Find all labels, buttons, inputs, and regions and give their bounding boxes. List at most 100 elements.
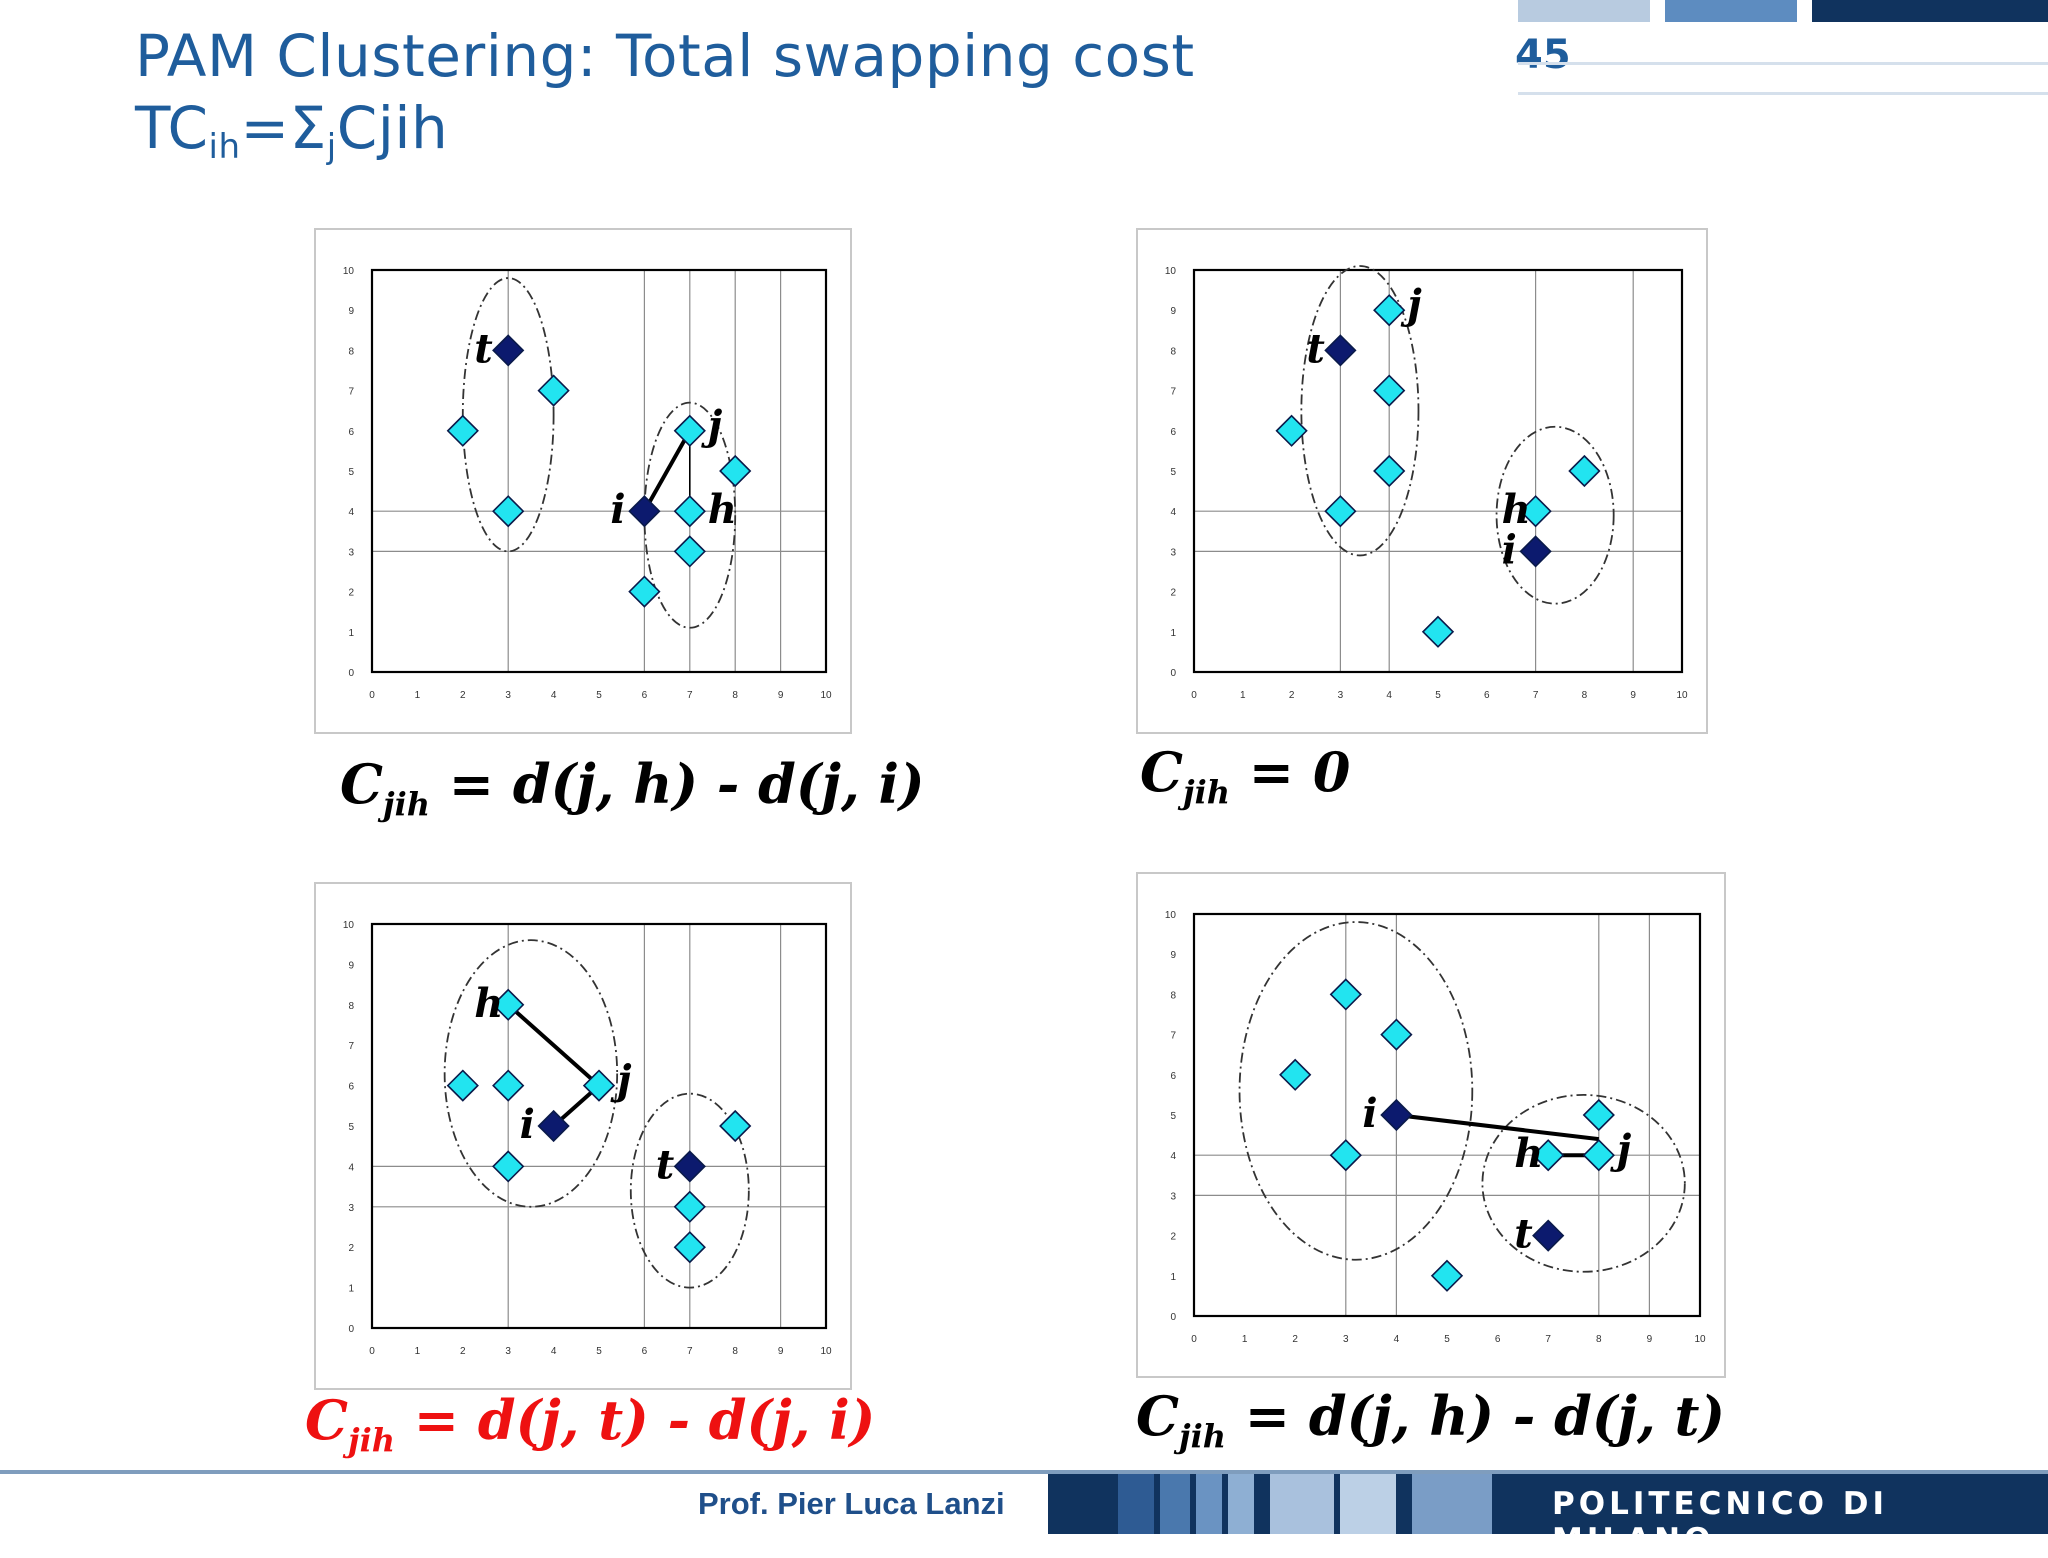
chart-4-svg: 0 1 2 3 4 5 6 7 8 9 10 0 1 2 3 4 5 6 7 8 9 10 i h j t — [1165, 910, 1706, 1345]
title-formula-sub-j: j — [326, 127, 337, 167]
data-point — [1373, 374, 1406, 407]
caption-3-formula: = d(j, t) - d(j, i) — [394, 1388, 876, 1452]
x-tick-label: 8 — [1582, 690, 1588, 701]
x-tick-label: 7 — [1545, 1334, 1551, 1345]
caption-1-formula: = d(j, h) - d(j, i) — [429, 752, 925, 816]
x-tick-label: 7 — [687, 690, 693, 701]
y-tick-label: 9 — [348, 306, 354, 317]
y-tick-label: 7 — [1170, 387, 1176, 398]
x-tick-label: 3 — [505, 690, 511, 701]
data-point — [1329, 978, 1362, 1011]
caption-1-c: C — [340, 752, 383, 816]
x-tick-label: 5 — [596, 690, 602, 701]
chart-2-svg: 0 1 2 3 4 5 6 7 8 9 10 0 1 2 3 4 5 6 7 8 9 10 t j hi — [1165, 265, 1688, 701]
data-point — [1329, 1139, 1362, 1172]
y-tick-label: 4 — [348, 507, 354, 518]
footer-institution: POLITECNICO DI MILANO — [1552, 1486, 1889, 1558]
y-tick-label: 6 — [348, 1082, 354, 1093]
cluster-outline — [1238, 921, 1474, 1261]
medoid-point — [628, 495, 661, 528]
data-point — [1519, 495, 1552, 528]
data-point — [673, 414, 706, 447]
chart-3: 0 1 2 3 4 5 6 7 8 9 10 0 1 2 3 4 5 6 7 8 9 10 h j i t — [314, 882, 852, 1390]
x-tick-label: 3 — [1343, 1334, 1349, 1345]
cluster-outline — [1495, 425, 1615, 605]
data-point — [1430, 1259, 1464, 1292]
caption-4-c: C — [1136, 1384, 1179, 1448]
x-tick-label: 8 — [1596, 1334, 1602, 1345]
caption-2-c: C — [1140, 740, 1183, 804]
caption-4: Cjih = d(j, h) - d(j, t) — [1136, 1384, 1726, 1452]
y-tick-label: 3 — [348, 1203, 354, 1214]
y-tick-label: 0 — [348, 668, 354, 679]
title-formula-sub-ih: ih — [208, 127, 241, 167]
x-tick-label: 0 — [369, 690, 375, 701]
data-point — [1373, 454, 1406, 488]
slide-number: 45 — [1515, 32, 1571, 78]
caption-4-formula: = d(j, h) - d(j, t) — [1225, 1384, 1726, 1448]
y-tick-label: 8 — [348, 346, 354, 357]
x-tick-label: 5 — [1435, 690, 1441, 701]
x-tick-label: 10 — [1694, 1334, 1706, 1345]
point-label-i: i — [520, 1101, 535, 1148]
footer-strip — [1340, 1474, 1396, 1534]
footer-rule — [0, 1470, 2048, 1474]
title-formula-prefix: TC — [135, 94, 209, 162]
caption-3: Cjih = d(j, t) - d(j, i) — [305, 1388, 876, 1456]
x-tick-label: 6 — [642, 690, 648, 701]
x-tick-label: 0 — [369, 1346, 375, 1357]
point-label-t: t — [656, 1141, 675, 1188]
chart-2: 0 1 2 3 4 5 6 7 8 9 10 0 1 2 3 4 5 6 7 8 9 10 t j h i — [1136, 228, 1708, 734]
medoid-point — [1532, 1219, 1565, 1252]
plot-frame — [1192, 912, 1702, 1318]
x-tick-label: 4 — [551, 690, 557, 701]
point-label-j: j — [1400, 281, 1422, 328]
y-tick-label: 3 — [1170, 547, 1176, 558]
y-tick-label: 2 — [348, 1243, 354, 1254]
y-tick-label: 7 — [348, 387, 354, 398]
distance-line — [1396, 1113, 1600, 1142]
title-formula-sum: =Σ — [240, 94, 327, 162]
y-tick-label: 2 — [1170, 1232, 1176, 1243]
point-label-t: t — [474, 325, 493, 372]
caption-3-sub: jih — [347, 1421, 395, 1459]
y-tick-label: 9 — [348, 960, 354, 971]
point-label-j: j — [610, 1057, 632, 1104]
data-point — [673, 1190, 706, 1223]
title-formula-suffix: Cjih — [336, 94, 449, 162]
x-tick-label: 1 — [415, 1346, 421, 1357]
y-tick-label: 4 — [1170, 507, 1176, 518]
y-tick-label: 6 — [348, 427, 354, 438]
y-tick-label: 5 — [1170, 1111, 1176, 1122]
medoid-point — [1380, 1098, 1413, 1132]
y-tick-label: 8 — [1170, 990, 1176, 1001]
point-label-i: i — [610, 486, 625, 533]
x-tick-label: 10 — [1676, 690, 1688, 701]
medoid-point — [673, 1150, 706, 1183]
x-tick-label: 2 — [1289, 690, 1295, 701]
x-tick-label: 10 — [820, 1346, 832, 1357]
title-line-2: TCih=ΣjCjih — [135, 92, 1195, 164]
x-tick-label: 5 — [596, 1346, 602, 1357]
y-tick-label: 2 — [1170, 588, 1176, 599]
x-tick-label: 4 — [1394, 1334, 1400, 1345]
y-tick-label: 9 — [1170, 306, 1176, 317]
y-tick-label: 0 — [1170, 1312, 1176, 1323]
y-tick-label: 5 — [348, 467, 354, 478]
x-tick-label: 3 — [1338, 690, 1344, 701]
caption-1: Cjih = d(j, h) - d(j, i) — [340, 752, 925, 820]
y-tick-label: 0 — [348, 1324, 354, 1335]
x-tick-label: 1 — [1240, 690, 1246, 701]
x-tick-label: 8 — [732, 1346, 738, 1357]
header-bar-light — [1518, 0, 1650, 22]
chart-3-svg: 0 1 2 3 4 5 6 7 8 9 10 0 1 2 3 4 5 6 7 8 9 10 h j i t — [343, 920, 832, 1357]
caption-2: Cjih = 0 — [1140, 740, 1350, 808]
caption-1-sub: jih — [382, 785, 430, 823]
footer-strip — [1118, 1474, 1154, 1534]
x-tick-label: 5 — [1444, 1334, 1450, 1345]
data-point — [719, 1109, 752, 1143]
x-tick-label: 6 — [642, 1346, 648, 1357]
point-label-h: h — [474, 980, 503, 1027]
x-tick-label: 4 — [1386, 690, 1392, 701]
